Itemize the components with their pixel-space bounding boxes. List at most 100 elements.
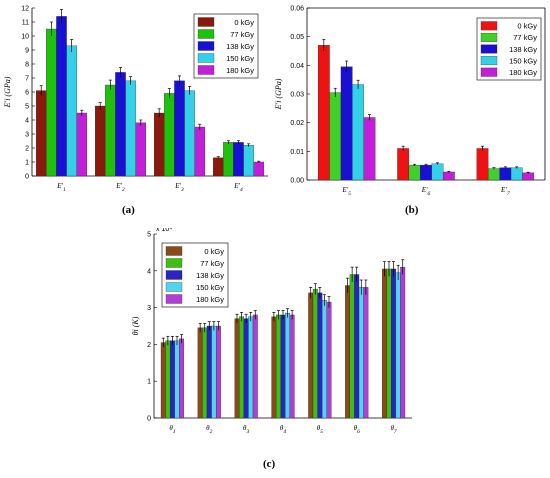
bar [420,164,432,181]
legend-label: 150 kGy [196,283,224,292]
bar [115,72,126,177]
bar [223,142,234,177]
bar [326,301,332,419]
bar [125,80,136,177]
bar [345,285,351,419]
legend-label: 150 kGy [226,54,254,63]
bar [408,164,421,181]
bar [386,268,392,419]
y-axis-label: θi (K) [131,316,140,335]
y-tick-label: 2 [147,342,151,349]
bar [202,327,208,419]
y-tick-label: 3 [147,305,151,312]
y-tick-label: 7 [25,76,29,83]
y-tick-label: 0.00 [290,178,304,185]
y-tick-label: 0.03 [290,92,304,99]
y-tick-label: 10 [21,34,29,41]
legend-swatch [165,294,183,304]
bar [184,90,195,177]
y-exponent: x 10⁴ [156,228,172,233]
bar [363,287,369,419]
y-tick-label: 0 [147,416,151,423]
bar [233,142,244,177]
bar [363,117,376,181]
x-tick-label: E′1 [56,182,66,193]
y-axis-label: E′i (GPa) [3,76,12,108]
legend-swatch [165,282,183,292]
bar [317,292,323,419]
legend-swatch [480,44,498,54]
y-tick-label: 2 [25,146,29,153]
y-tick-label: 1 [25,160,29,167]
y-tick-label: 0.04 [290,63,304,70]
bar [105,84,116,177]
bar [248,316,254,419]
legend-label: 150 kGy [509,56,537,65]
bar [289,314,295,419]
bar [329,92,342,181]
bar [252,314,258,419]
bar [340,66,353,181]
legend-label: 180 kGy [226,66,254,75]
legend-swatch [197,41,215,51]
y-tick-label: 0 [25,174,29,181]
y-tick-label: 4 [25,118,29,125]
legend-swatch [197,29,215,39]
bar [285,312,291,419]
bar [381,268,387,419]
x-tick-label: θ4 [280,424,286,435]
bar [165,340,171,419]
bar [253,161,265,177]
bar [76,112,88,177]
chart-c: 0 1 2 3 4 5 θ1 θ2 θ3 θ4 θ5 θ6 θ7 θi (K) x 10⁴ 0 kGy 77 k… [131,228,412,435]
bar [312,289,318,419]
legend-swatch [197,65,215,75]
bar [179,338,185,419]
y-tick-label: 4 [147,268,151,275]
bar [275,314,281,419]
panel-label-b: (b) [405,204,419,216]
bar [56,16,67,177]
bar [174,80,185,177]
y-tick-label: 12 [21,6,29,13]
x-tick-label: E′2 [115,182,125,193]
bar [66,45,77,177]
legend-label: 138 kGy [509,45,537,54]
x-tick-label: θ7 [390,424,396,435]
legend-label: 138 kGy [226,42,254,51]
bar [234,318,240,419]
bar [174,340,180,419]
legend-swatch [480,67,498,77]
bar [215,325,221,419]
legend-label: 0 kGy [234,18,254,27]
x-tick-label: θ5 [317,424,323,435]
legend-label: 77 kGy [200,259,224,268]
bar [522,172,535,181]
bar [395,272,401,419]
y-tick-label: 0.02 [290,120,304,127]
y-tick-label: 3 [25,132,29,139]
bar [431,163,444,181]
bar [194,126,206,177]
legend-label: 180 kGy [509,68,537,77]
panel-label-a: (a) [122,204,135,216]
y-tick-label: 0.01 [290,149,304,156]
x-tick-label: θ6 [354,424,360,435]
bar [510,167,523,181]
bar [488,168,500,181]
bar [211,325,217,419]
bar [206,325,212,419]
x-tick-label: θ2 [206,424,212,435]
legend-label: 138 kGy [196,271,224,280]
bar [160,342,166,419]
bar [164,93,175,177]
x-tick-label: E′5 [341,186,351,197]
legend-swatch [165,270,183,280]
bar [308,292,314,419]
legend-swatch [197,53,215,63]
bar [239,316,245,419]
legend-label: 77 kGy [230,30,254,39]
x-tick-label: θ1 [169,424,175,435]
legend-swatch [197,17,215,27]
